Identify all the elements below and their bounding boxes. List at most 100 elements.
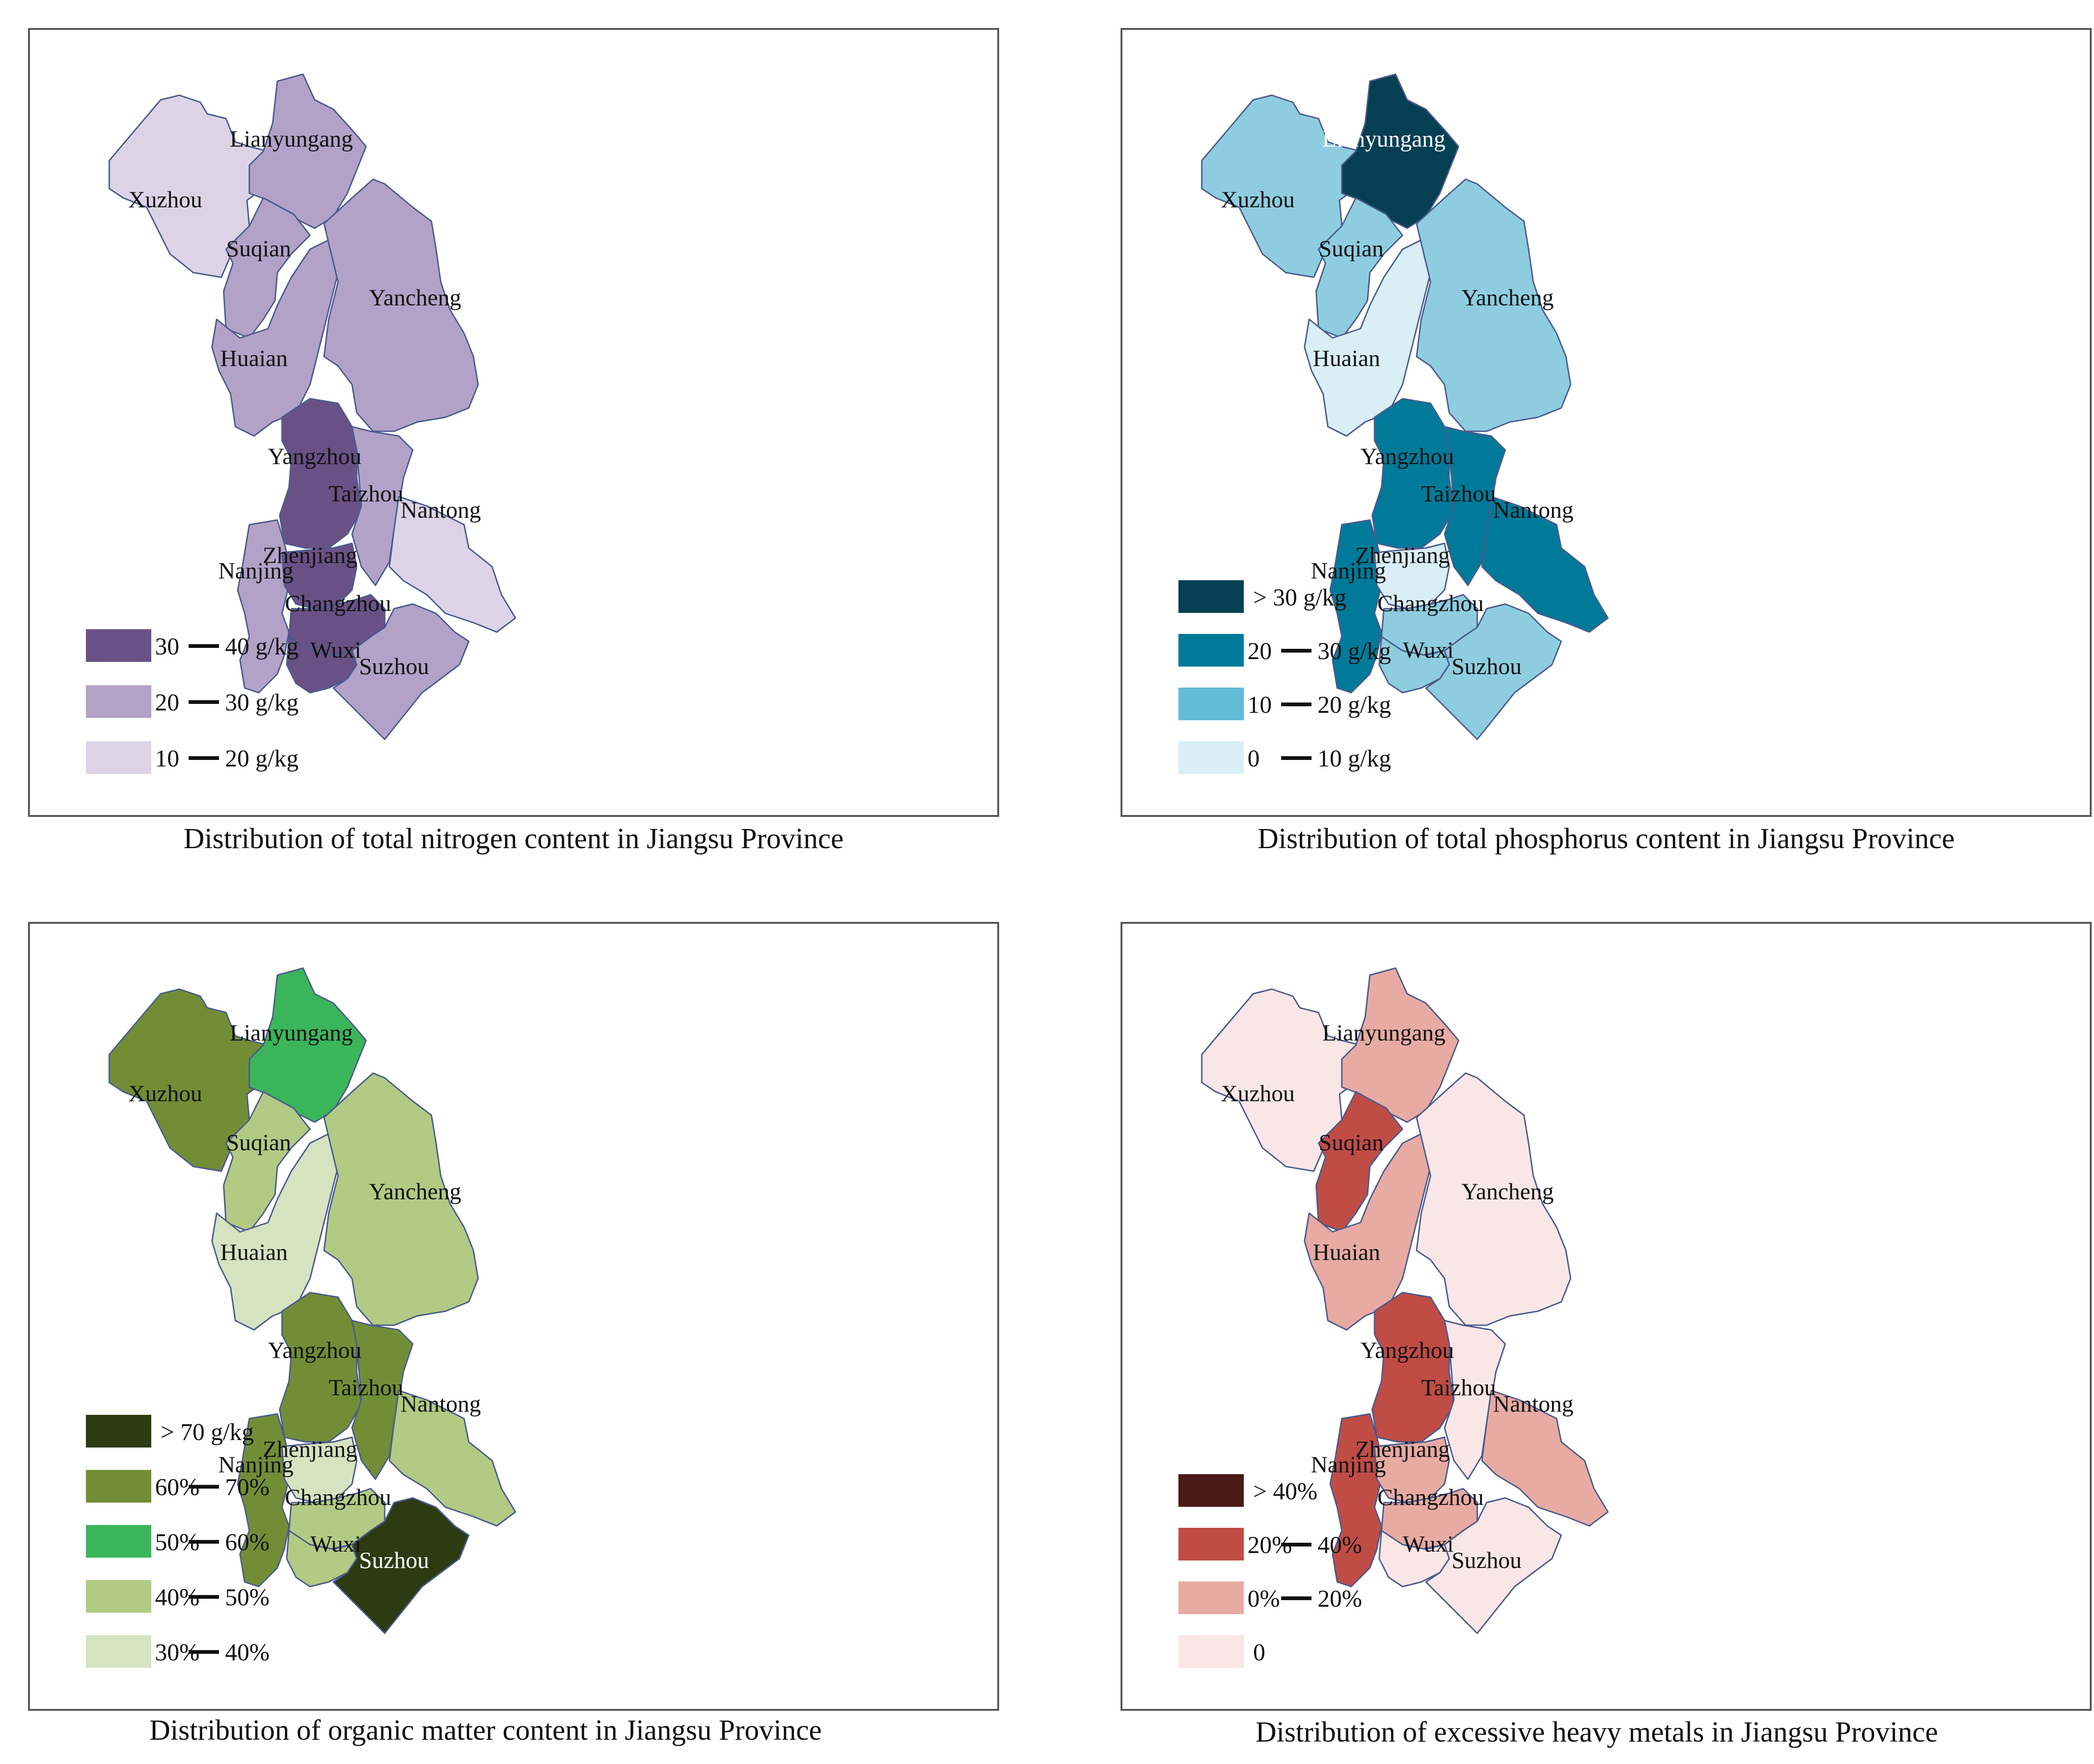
region-label-suzhou: Suzhou — [359, 1547, 429, 1573]
legend-range-low: 20 — [1248, 638, 1272, 665]
region-label-suqian: Suqian — [1319, 1129, 1384, 1155]
legend-range-high: 70% — [225, 1474, 269, 1501]
region-label-zhenjiang: Zhenjiang — [263, 542, 358, 568]
legend-item: 0 10 g/kg — [1178, 741, 1391, 774]
region-label-suqian: Suqian — [226, 235, 291, 261]
region-label-suqian: Suqian — [1319, 235, 1384, 261]
region-label-changzhou: Changzhou — [285, 590, 391, 616]
legend-item: 0 — [1178, 1635, 1265, 1668]
legend-item: > 40% — [1178, 1474, 1318, 1507]
region-label-changzhou: Changzhou — [1377, 1484, 1484, 1510]
legend-range-high: 30 g/kg — [1318, 638, 1391, 665]
region-label-changzhou: Changzhou — [285, 1484, 391, 1510]
region-label-changzhou: Changzhou — [1377, 590, 1484, 616]
legend-swatch — [1178, 688, 1244, 720]
legend-range-low: 30 — [155, 633, 179, 660]
map-panel-phosphorus: Xuzhou Lianyungang Suqian Huaian Yancheng Yan… — [1121, 28, 2092, 817]
region-huaian — [1304, 239, 1431, 437]
region-yangzhou — [279, 398, 362, 549]
region-label-yangzhou: Yangzhou — [1361, 443, 1454, 469]
region-label-nanjing: Nanjing — [218, 1451, 293, 1477]
phosphorus-map-caption: Distribution of total phosphorus content… — [1257, 823, 1955, 855]
map-panel-organic-matter: Xuzhou Lianyungang Suqian Huaian Yancheng Yan… — [28, 922, 999, 1711]
legend-item: 10 20 g/kg — [1178, 688, 1391, 720]
map-panel-heavy-metals: Xuzhou Lianyungang Suqian Huaian Yancheng Yan… — [1121, 922, 2092, 1711]
legend-swatch — [86, 1580, 151, 1613]
region-nantong — [1481, 1390, 1609, 1527]
region-label-nantong: Nantong — [401, 497, 481, 523]
legend-swatch — [1178, 741, 1244, 774]
region-zhenjiang — [1374, 542, 1450, 610]
region-label-taizhou: Taizhou — [1421, 480, 1496, 506]
region-label-yangzhou: Yangzhou — [268, 443, 362, 469]
legend-label: 0 — [1253, 1639, 1265, 1666]
legend-swatch — [86, 685, 151, 718]
region-label-huaian: Huaian — [1313, 1239, 1380, 1265]
region-suqian — [223, 197, 311, 339]
region-label-huaian: Huaian — [1313, 345, 1380, 371]
legend-label: > 40% — [1253, 1478, 1318, 1505]
map-regions — [108, 73, 516, 740]
map-regions — [1201, 73, 1609, 740]
legend-item: 60% 70% — [86, 1470, 269, 1503]
map-region-labels: Xuzhou Lianyungang Suqian Huaian Yancheng Yan… — [1221, 1019, 1573, 1573]
region-label-zhenjiang: Zhenjiang — [1355, 542, 1450, 568]
region-suqian — [223, 1091, 311, 1233]
heavy-metals-map-caption: Distribution of excessive heavy metals i… — [1255, 1716, 1938, 1748]
map-panel-nitrogen: Xuzhou Lianyungang Suqian Huaian Yancheng Yan… — [28, 28, 999, 817]
region-nantong — [388, 1390, 516, 1527]
legend-swatch — [1178, 580, 1244, 613]
legend-range-low: 10 — [155, 745, 179, 772]
organic-matter-map-caption: Distribution of organic matter content i… — [149, 1715, 822, 1746]
legend-swatch — [86, 741, 151, 774]
legend-item: > 70 g/kg — [86, 1415, 254, 1448]
region-label-yangzhou: Yangzhou — [268, 1337, 362, 1363]
region-label-yancheng: Yancheng — [369, 284, 461, 310]
region-label-xuzhou: Xuzhou — [1221, 1080, 1295, 1106]
region-huaian — [1304, 1133, 1431, 1331]
region-yangzhou — [1371, 398, 1455, 549]
map-legend: > 40% 20% 40% 0% 20% 0 — [1178, 1474, 1362, 1668]
nitrogen-map: Xuzhou Lianyungang Suqian Huaian Yancheng Yan… — [86, 73, 516, 774]
region-yancheng — [323, 178, 479, 432]
region-label-suzhou: Suzhou — [359, 653, 429, 679]
legend-item: 10 20 g/kg — [86, 741, 298, 774]
region-yangzhou — [279, 1292, 362, 1443]
region-zhenjiang — [1374, 1436, 1450, 1504]
legend-swatch — [1178, 1635, 1244, 1668]
region-label-zhenjiang: Zhenjiang — [263, 1436, 358, 1462]
region-label-huaian: Huaian — [220, 345, 288, 371]
region-yangzhou — [1371, 1292, 1455, 1443]
legend-range-low: 0 — [1248, 745, 1260, 772]
legend-range-high: 20 g/kg — [225, 745, 298, 772]
region-label-wuxi: Wuxi — [1403, 1531, 1453, 1557]
region-label-yancheng: Yancheng — [1461, 284, 1554, 310]
region-label-yangzhou: Yangzhou — [1361, 1337, 1454, 1363]
region-label-wuxi: Wuxi — [1403, 637, 1453, 663]
region-suqian — [1315, 197, 1403, 339]
region-label-wuxi: Wuxi — [310, 1531, 361, 1557]
region-label-yancheng: Yancheng — [1461, 1178, 1554, 1204]
region-label-nanjing: Nanjing — [1311, 1451, 1386, 1477]
legend-range-high: 60% — [225, 1529, 269, 1556]
legend-item: 20% 40% — [1178, 1528, 1362, 1560]
legend-label: > 70 g/kg — [161, 1419, 254, 1446]
region-label-taizhou: Taizhou — [329, 1374, 403, 1400]
legend-range-high: 20 g/kg — [1318, 692, 1391, 718]
map-regions — [1201, 967, 1609, 1634]
region-suzhou — [332, 603, 470, 740]
region-label-nantong: Nantong — [1493, 1391, 1573, 1417]
legend-item: > 30 g/kg — [1178, 580, 1347, 613]
region-label-lianyungang: Lianyungang — [1322, 1019, 1445, 1046]
legend-swatch — [86, 1525, 151, 1558]
region-yancheng — [1416, 178, 1572, 432]
legend-item: 40% 50% — [86, 1580, 269, 1613]
legend-range-low: 10 — [1248, 692, 1272, 718]
region-label-xuzhou: Xuzhou — [1221, 186, 1295, 212]
region-label-suzhou: Suzhou — [1452, 653, 1522, 679]
phosphorus-map: Xuzhou Lianyungang Suqian Huaian Yancheng Yan… — [1178, 73, 1609, 774]
map-region-labels: Xuzhou Lianyungang Suqian Huaian Yancheng Yan… — [1221, 126, 1573, 679]
legend-range-high: 40 g/kg — [225, 633, 298, 660]
legend-range-low: 0% — [1248, 1586, 1280, 1612]
